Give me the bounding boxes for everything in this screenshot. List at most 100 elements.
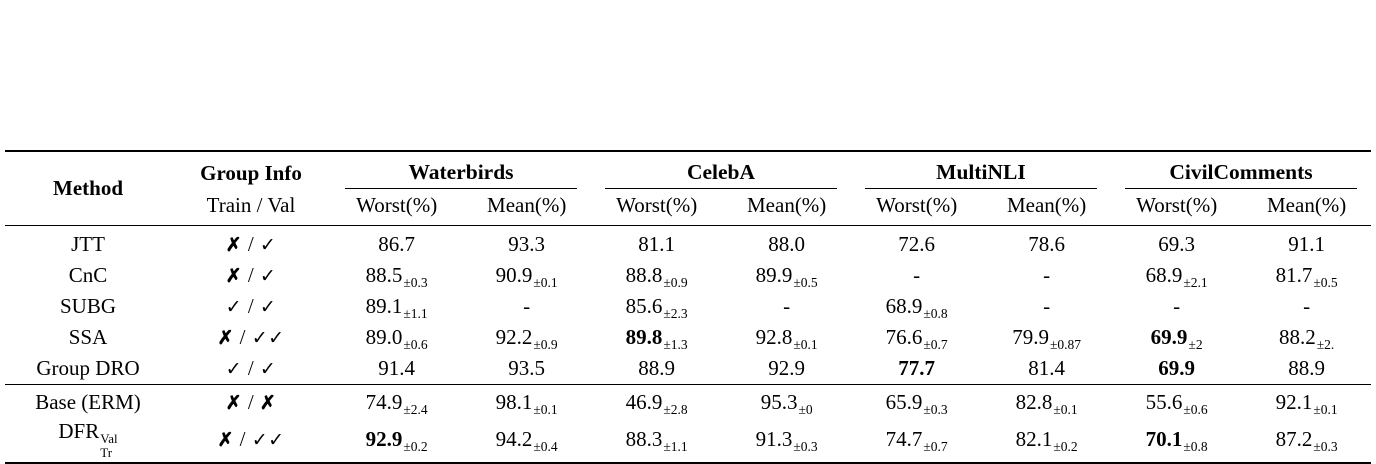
method-name: JTT [71, 232, 105, 256]
error-subscript: ±0.5 [1313, 274, 1338, 290]
check-icon: ✓ [251, 430, 269, 452]
check-icon: ✓ [225, 359, 243, 380]
result-value: 88.9 [1288, 356, 1326, 380]
error-subscript: ±0.4 [533, 438, 558, 454]
result-cell: 95.3±0 [722, 384, 851, 418]
train-val-header: Train / Val [171, 189, 331, 226]
result-cell: 91.4 [331, 353, 462, 385]
result-value: 72.6 [898, 232, 936, 256]
result-cell: 81.1 [591, 226, 722, 261]
method-name: CnC [68, 263, 108, 287]
result-value: - [1043, 263, 1051, 287]
error-subscript: ±0.87 [1049, 336, 1082, 352]
result-cell: 81.7±0.5 [1242, 260, 1371, 291]
group-info-value: ✗ / ✗ [171, 384, 331, 418]
result-cell: 79.9±0.87 [982, 322, 1111, 353]
result-value: 88.3 [625, 427, 663, 452]
error-subscript: ±2.4 [403, 401, 428, 417]
result-value: 89.0 [365, 325, 403, 349]
header-row-datasets: Method Group Info Waterbirds CelebA MultiN… [5, 151, 1371, 226]
check-icon: ✓ [259, 235, 277, 256]
table-row: CnC ✗ / ✓ 88.5±0.3 90.9±0.1 88.8±0.9 89.9±0.5… [5, 260, 1371, 291]
result-cell: 88.9 [591, 353, 722, 385]
table-row: DFR Val Tr ✗ / ✓✓ 92.9±0.2 94.2±0.4 88.3±1.1 91… [5, 418, 1371, 463]
error-subscript: ±0.1 [1053, 401, 1078, 417]
result-value: 85.6 [625, 294, 663, 318]
cross-icon: ✗ [225, 393, 243, 414]
method-column-header: Method [5, 151, 171, 226]
table-body: JTT ✗ / ✓ 86.7 93.3 81.1 88.0 72.6 78.6 69.3 91.1… [5, 226, 1371, 463]
mean-header-celeba: Mean(%) [722, 189, 851, 226]
cross-icon: ✗ [225, 266, 243, 287]
result-cell: 69.9 [1111, 353, 1242, 385]
result-value: 82.8 [1015, 390, 1053, 414]
result-cell: 87.2±0.3 [1242, 418, 1371, 463]
result-cell: - [462, 291, 591, 322]
result-value: 88.5 [365, 263, 403, 287]
result-value: 46.9 [625, 390, 663, 414]
error-subscript: ±0.2 [403, 438, 428, 454]
error-subscript: ±0.8 [1183, 438, 1208, 454]
result-value: 69.3 [1158, 232, 1195, 256]
worst-header-civilcomments: Worst(%) [1110, 189, 1243, 226]
dataset-header-waterbirds: Waterbirds [331, 151, 591, 189]
result-cell: 92.2±0.9 [462, 322, 591, 353]
group-info-value: ✗ / ✓✓ [217, 325, 285, 349]
result-value: 81.4 [1028, 356, 1065, 380]
result-cell: 91.1 [1242, 226, 1371, 261]
error-subscript: ±0.9 [663, 274, 688, 290]
result-value: 70.1 [1145, 427, 1183, 452]
result-value: - [1303, 294, 1311, 318]
method-name: Base (ERM) [5, 384, 171, 418]
result-value: 92.9 [365, 427, 403, 452]
result-cell: 82.8±0.1 [982, 384, 1111, 418]
result-cell: 94.2±0.4 [462, 418, 591, 463]
group-info-value: ✓ / ✓ [225, 294, 277, 318]
result-cell: 69.3 [1111, 226, 1242, 261]
result-cell: 91.3±0.3 [722, 418, 851, 463]
error-subscript: ±0.3 [793, 438, 818, 454]
result-value: 65.9 [885, 390, 923, 414]
result-value: 93.3 [508, 232, 546, 256]
result-value: 89.9 [755, 263, 793, 287]
result-cell: 74.7±0.7 [851, 418, 982, 463]
dataset-label: CivilComments [1124, 160, 1357, 189]
result-value: 74.7 [885, 427, 923, 452]
result-value: - [523, 294, 531, 318]
result-cell: 85.6±2.3 [591, 291, 722, 322]
error-subscript: ±0.6 [403, 336, 428, 352]
result-cell: 46.9±2.8 [590, 384, 723, 418]
error-subscript: ±2.8 [663, 401, 688, 417]
result-value: 88.2 [1279, 325, 1316, 349]
result-cell: 72.6 [851, 226, 982, 261]
dataset-label: MultiNLI [864, 160, 1097, 189]
mean-header-multinli: Mean(%) [982, 189, 1111, 226]
result-cell: 55.6±0.6 [1110, 384, 1243, 418]
result-value: 76.6 [885, 325, 923, 349]
result-value: 79.9 [1012, 325, 1049, 349]
result-value: 88.0 [768, 232, 806, 256]
cross-icon: ✗ [259, 393, 277, 414]
error-subscript: ±0.7 [923, 438, 948, 454]
result-cell: 78.6 [982, 226, 1111, 261]
method-name: DFR Val Tr [58, 419, 118, 461]
check-icon: ✓ [259, 266, 277, 287]
error-subscript: ±0.3 [923, 401, 948, 417]
result-value: - [913, 263, 921, 287]
result-value: 90.9 [495, 263, 533, 287]
check-icon: ✓ [259, 297, 277, 318]
check-icon: ✓ [268, 430, 285, 452]
dataset-header-celeba: CelebA [591, 151, 851, 189]
error-subscript: ±0.1 [793, 336, 818, 352]
result-value: 88.9 [638, 356, 676, 380]
result-cell: 70.1±0.8 [1111, 418, 1242, 463]
result-value: 92.9 [768, 356, 806, 380]
result-cell: 88.2±2. [1242, 322, 1371, 353]
result-cell: 92.1±0.1 [1242, 384, 1371, 418]
result-cell: 89.1±1.1 [331, 291, 462, 322]
result-cell: 98.1±0.1 [462, 384, 591, 418]
header-row-metrics: Train / Val Worst(%) Mean(%) Worst(%) Mean(… [5, 189, 1371, 226]
mean-header-waterbirds: Mean(%) [462, 189, 591, 226]
result-value: 91.4 [378, 356, 416, 380]
error-subscript: ±0.9 [533, 336, 558, 352]
